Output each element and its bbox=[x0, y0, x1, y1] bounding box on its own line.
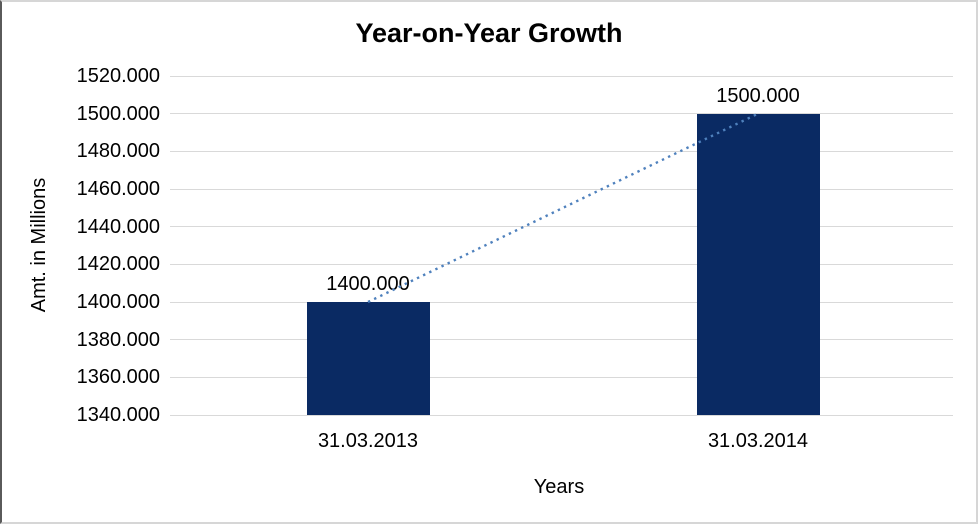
gridline bbox=[170, 301, 953, 303]
gridline bbox=[170, 339, 953, 341]
gridline bbox=[170, 150, 953, 152]
x-axis-title: Years bbox=[533, 476, 585, 498]
y-tick-label: 1400.000 bbox=[76, 291, 160, 313]
gridline bbox=[170, 414, 953, 416]
bar-1 bbox=[306, 302, 430, 415]
y-tick-label: 1500.000 bbox=[76, 102, 160, 125]
x-category-label: 31.03.2014 bbox=[707, 430, 809, 452]
gridline bbox=[170, 113, 953, 115]
y-tick-label: 1340.000 bbox=[76, 404, 160, 426]
y-tick-label: 1360.000 bbox=[76, 366, 160, 389]
y-tick-label: 1480.000 bbox=[76, 140, 160, 163]
gridline bbox=[170, 188, 953, 190]
x-category-label: 31.03.2013 bbox=[317, 430, 419, 452]
y-tick-label: 1380.000 bbox=[76, 328, 160, 351]
y-tick-label: 1420.000 bbox=[76, 253, 160, 276]
bar-value-label: 1400.000 bbox=[326, 273, 410, 295]
chart-title: Year-on-Year Growth bbox=[355, 18, 623, 48]
gridline bbox=[170, 226, 953, 228]
bar-2 bbox=[696, 113, 820, 415]
gridline bbox=[170, 75, 953, 77]
gridline bbox=[170, 263, 953, 265]
gridline bbox=[170, 376, 953, 378]
y-tick-label: 1460.000 bbox=[76, 178, 160, 200]
y-tick-label: 1520.000 bbox=[76, 65, 160, 87]
y-tick-label: 1440.000 bbox=[76, 215, 160, 238]
bar-value-label: 1500.000 bbox=[716, 84, 800, 107]
